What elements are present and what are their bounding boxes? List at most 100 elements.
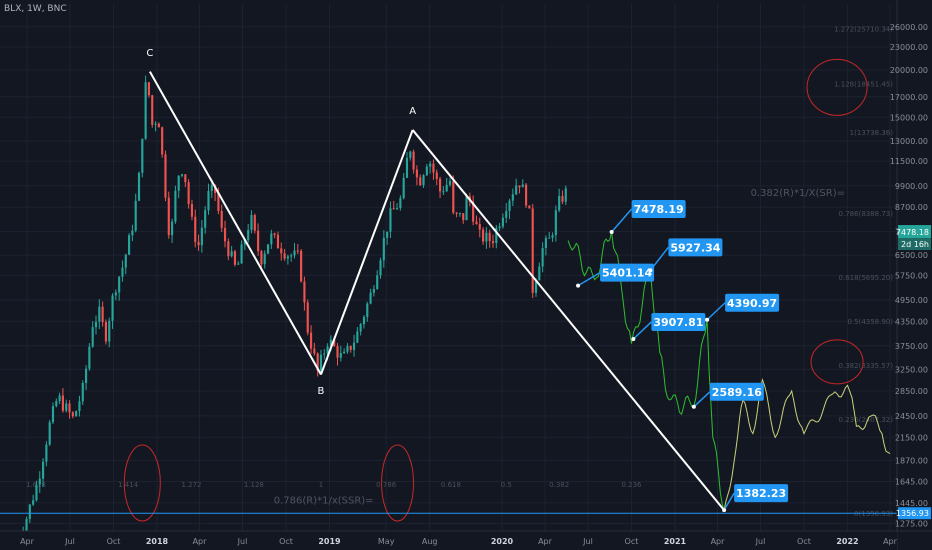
candle-body (435, 172, 438, 179)
callout-anchor-dot (705, 317, 710, 322)
candle-body (482, 229, 485, 242)
candle-body (515, 185, 518, 195)
candle-body (35, 484, 38, 501)
x-tick-label: Aug (422, 537, 438, 546)
callout-box (709, 382, 764, 401)
candle-body (217, 192, 220, 211)
callout-box (725, 293, 780, 312)
candle-body (210, 184, 213, 192)
price-callouts[interactable]: 7478.19 5401.14 5927.34 3907.81 4390.97 2589.… (576, 200, 789, 513)
candle-body (528, 205, 531, 209)
callout-label: 2589.16 (712, 386, 762, 399)
wave-line-c-b (149, 71, 322, 375)
symbol-label: BLX, 1W, BNC (4, 4, 67, 14)
candle-body (521, 184, 524, 188)
callout-anchor-dot (722, 508, 727, 513)
candle-body (240, 244, 243, 264)
callout-pointer (723, 492, 735, 511)
y-tick-label: 4350.00 (895, 317, 928, 326)
candle-body (204, 210, 207, 228)
candle-body (194, 216, 197, 242)
candle-body (223, 227, 227, 242)
candle-body (88, 346, 91, 369)
y-tick-label: 13000.00 (890, 137, 928, 146)
x-axis-panel (0, 531, 897, 550)
circle-annotation (806, 58, 868, 116)
support-price-tag (898, 507, 931, 520)
candle-body (121, 267, 124, 277)
callout-label: 3907.81 (653, 316, 703, 329)
candle-body (101, 306, 104, 323)
x-tick-label: Jul (582, 537, 593, 546)
callout-box (668, 238, 723, 257)
candle-body (75, 411, 78, 417)
candle-body (336, 346, 339, 358)
projection-paths (0, 231, 897, 514)
candle-body (286, 256, 289, 259)
x-tick-label: May (378, 537, 395, 546)
candle-body (376, 275, 379, 289)
callout-box (600, 263, 655, 282)
candle-body (247, 229, 250, 241)
candle-body (356, 331, 359, 343)
candle-body (137, 172, 141, 201)
wave-lines[interactable]: C B A (146, 48, 725, 511)
candle-body (558, 195, 561, 211)
circle-annotation (810, 339, 864, 385)
fibonacci-levels: 1.272(25710.34) 1.128(18451.45) 1(13738.36… (26, 26, 893, 519)
candle-body (564, 188, 567, 202)
candle-body (283, 253, 286, 259)
circle-annotation (381, 444, 415, 522)
candle-body (491, 241, 495, 244)
candle-body (561, 195, 564, 202)
y-tick-label: 15000.00 (890, 113, 928, 122)
callout-box (734, 484, 789, 503)
candle-body (518, 185, 521, 188)
fib-ratio-label: 1 (319, 481, 323, 489)
candle-body (250, 215, 253, 230)
x-tick-label: Oct (797, 537, 811, 546)
candle-body (392, 208, 395, 210)
callout-box (631, 200, 686, 219)
wave-point-label: A (409, 106, 416, 117)
candle-body (187, 182, 190, 205)
candle-body (432, 163, 435, 173)
candle-body (190, 204, 194, 217)
y-tick-label: 9900.00 (895, 182, 928, 191)
candle-body (415, 169, 418, 178)
candle-body (554, 210, 557, 236)
candle-body (200, 227, 203, 246)
candle-body (65, 403, 68, 411)
candle-body (131, 230, 134, 236)
x-tick-label: Apr (883, 537, 898, 546)
y-tick-label: 5750.00 (895, 271, 928, 280)
candle-body (349, 345, 352, 350)
candle-body (362, 316, 366, 325)
candle-body (475, 221, 478, 225)
x-tick-label: Oct (107, 537, 121, 546)
candle-body (207, 191, 210, 211)
x-tick-label: Jul (237, 537, 248, 546)
candle-body (343, 351, 346, 354)
candle-body (58, 395, 61, 402)
y-tick-label: 3750.00 (895, 342, 928, 351)
callout-label: 4390.97 (727, 297, 777, 310)
candle-body (94, 321, 98, 328)
x-tick-label: 2019 (318, 537, 341, 546)
callout-pointer (706, 302, 726, 321)
y-tick-label: 6500.00 (895, 251, 928, 260)
callout-label: 1382.23 (736, 487, 786, 500)
candle-body (38, 478, 41, 485)
candle-body (548, 237, 551, 239)
candle-body (220, 210, 223, 228)
candle-body (104, 322, 108, 342)
candle-body (359, 324, 362, 332)
fib-ratio-label: 1.414 (118, 481, 139, 489)
candle-body (495, 227, 498, 244)
candle-body (382, 237, 385, 261)
candle-body (498, 226, 501, 228)
callout-box (651, 312, 706, 331)
wave-line-b-a (320, 129, 414, 375)
candle-body (114, 292, 117, 296)
